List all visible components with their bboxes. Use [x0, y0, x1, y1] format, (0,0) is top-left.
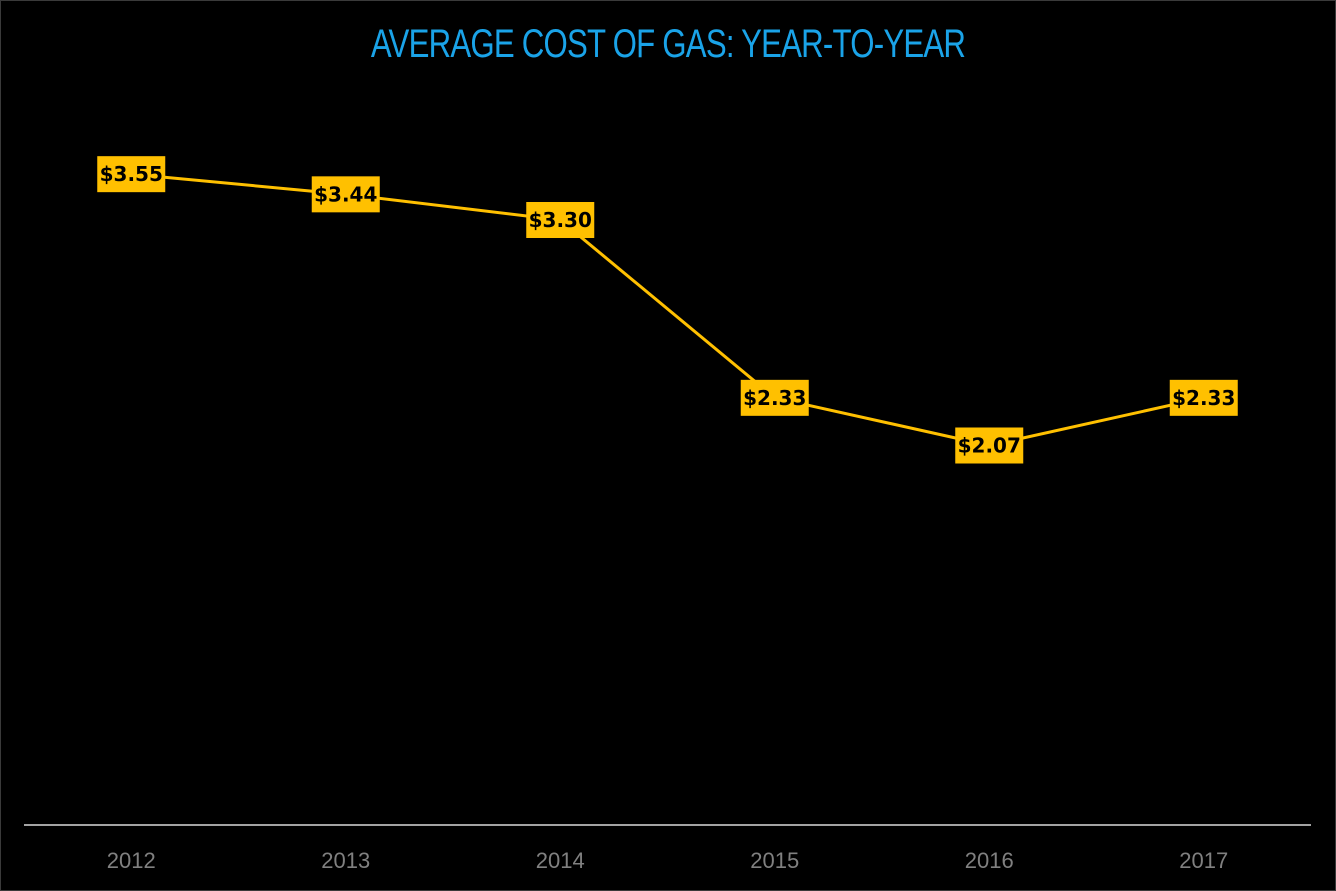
- x-tick-label-2012: 2012: [107, 848, 156, 873]
- x-tick-label-2014: 2014: [536, 848, 585, 873]
- x-tick-label-2016: 2016: [965, 848, 1014, 873]
- data-label-box: [740, 379, 809, 416]
- data-label-2013: $3.44: [311, 176, 380, 213]
- data-label-text: $2.33: [1172, 386, 1235, 410]
- x-axis: 2012 2013 2014 2015 2016 2017: [24, 824, 1311, 873]
- data-label-box: [311, 176, 380, 213]
- data-labels-group: $3.55 $3.44 $3.30 $2.33 $2.07 $2.33: [97, 156, 1238, 464]
- data-label-2016: $2.07: [955, 427, 1024, 464]
- data-label-2014: $3.30: [526, 202, 595, 238]
- data-label-box: [955, 427, 1024, 464]
- data-label-text: $2.07: [958, 434, 1021, 458]
- chart-title: AVERAGE COST OF GAS: YEAR-TO-YEAR: [370, 22, 966, 66]
- data-label-text: $3.44: [314, 182, 377, 206]
- x-tick-label-2013: 2013: [321, 848, 370, 873]
- x-tick-label-2015: 2015: [750, 848, 799, 873]
- data-label-2017: $2.33: [1169, 379, 1238, 416]
- series-line: [131, 172, 1205, 447]
- data-label-box: [526, 202, 595, 238]
- data-label-box: [97, 156, 166, 193]
- data-label-2012: $3.55: [97, 156, 166, 193]
- data-label-box: [1169, 379, 1238, 416]
- x-tick-label-2017: 2017: [1179, 848, 1228, 873]
- data-label-text: $2.33: [743, 386, 806, 410]
- data-label-2015: $2.33: [740, 379, 809, 416]
- series-line-group: [129, 172, 1206, 448]
- data-label-text: $3.30: [529, 208, 592, 232]
- data-label-text: $3.55: [100, 162, 163, 186]
